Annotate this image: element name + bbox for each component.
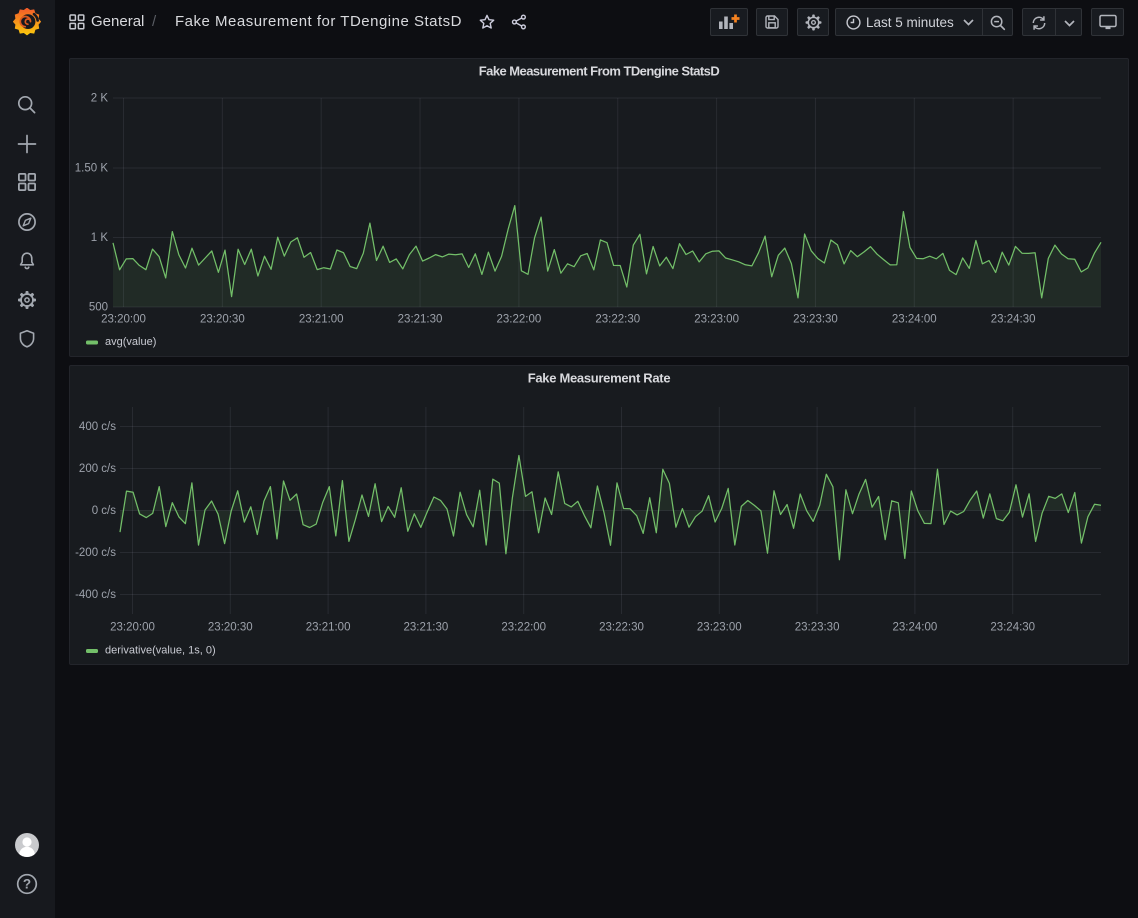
svg-text:23:21:00: 23:21:00 xyxy=(306,622,351,634)
svg-text:-200 c/s: -200 c/s xyxy=(75,547,116,559)
svg-text:400 c/s: 400 c/s xyxy=(79,421,116,433)
svg-text:-400 c/s: -400 c/s xyxy=(75,589,116,601)
svg-text:23:21:30: 23:21:30 xyxy=(404,622,449,634)
svg-text:avg(value): avg(value) xyxy=(105,336,156,348)
svg-text:200 c/s: 200 c/s xyxy=(79,463,116,475)
svg-text:23:23:30: 23:23:30 xyxy=(793,314,838,326)
svg-text:23:22:00: 23:22:00 xyxy=(497,314,542,326)
svg-text:23:21:30: 23:21:30 xyxy=(398,314,443,326)
svg-text:23:20:00: 23:20:00 xyxy=(101,314,146,326)
svg-text:Fake Measurement Rate: Fake Measurement Rate xyxy=(528,371,671,386)
svg-text:23:23:30: 23:23:30 xyxy=(795,622,840,634)
svg-text:1.50 K: 1.50 K xyxy=(75,163,109,175)
svg-text:23:24:00: 23:24:00 xyxy=(893,622,938,634)
svg-text:500: 500 xyxy=(89,302,108,314)
svg-text:derivative(value, 1s, 0): derivative(value, 1s, 0) xyxy=(105,645,216,657)
svg-text:23:24:30: 23:24:30 xyxy=(990,622,1035,634)
svg-text:23:24:30: 23:24:30 xyxy=(991,314,1036,326)
svg-text:23:22:30: 23:22:30 xyxy=(595,314,640,326)
svg-text:23:21:00: 23:21:00 xyxy=(299,314,344,326)
svg-text:0 c/s: 0 c/s xyxy=(92,505,117,517)
svg-text:23:20:30: 23:20:30 xyxy=(200,314,245,326)
svg-text:2 K: 2 K xyxy=(91,93,109,105)
svg-text:23:22:30: 23:22:30 xyxy=(599,622,644,634)
svg-text:23:23:00: 23:23:00 xyxy=(697,622,742,634)
svg-text:23:23:00: 23:23:00 xyxy=(694,314,739,326)
svg-text:1 K: 1 K xyxy=(91,232,109,244)
svg-text:23:24:00: 23:24:00 xyxy=(892,314,937,326)
svg-text:23:20:30: 23:20:30 xyxy=(208,622,253,634)
svg-text:?: ? xyxy=(23,876,31,891)
svg-text:23:20:00: 23:20:00 xyxy=(110,622,155,634)
svg-text:Fake Measurement From TDengine: Fake Measurement From TDengine StatsD xyxy=(479,64,720,79)
svg-text:23:22:00: 23:22:00 xyxy=(501,622,546,634)
